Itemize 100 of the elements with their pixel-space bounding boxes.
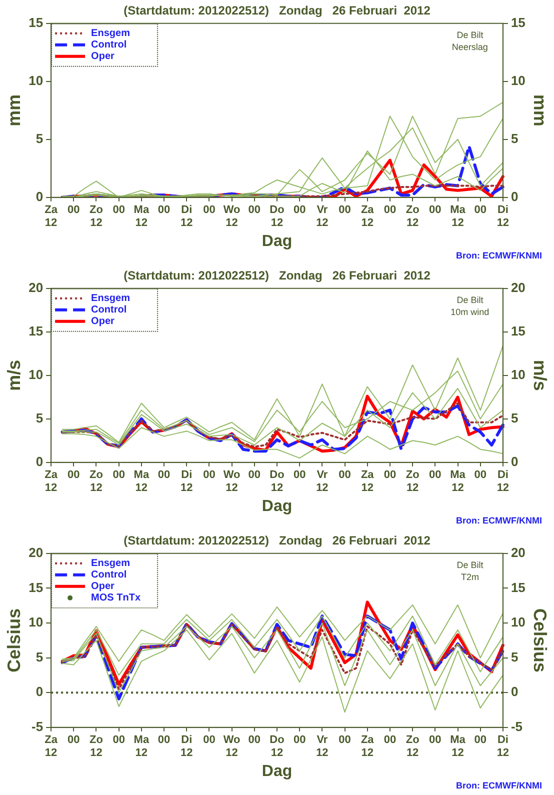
x-tick-label: Zo 12 <box>406 469 420 494</box>
y-tick-label: 0 <box>36 684 44 700</box>
x-tick-label: 00 <box>338 469 351 482</box>
x-tick-label: Za 12 <box>44 469 58 494</box>
x-axis-title: Dag <box>262 762 292 780</box>
y2-tick-label: 20 <box>510 544 526 560</box>
x-tick-label: Do 12 <box>270 734 285 760</box>
x-tick-label: 00 <box>158 734 170 746</box>
x-tick-label: 00 <box>203 204 216 216</box>
x-tick-label: Wo 12 <box>223 734 241 760</box>
x-tick-label: 00 <box>68 469 80 482</box>
legend-label: Control <box>91 304 127 316</box>
x-tick-label: Di 12 <box>496 469 510 494</box>
y2-tick-label: -5 <box>510 718 523 734</box>
annotation: De Bilt <box>456 294 484 305</box>
y2-tick-label: 5 <box>510 410 518 426</box>
y2-tick-label: 5 <box>510 649 518 664</box>
x-tick-label: Ma 12 <box>134 469 150 494</box>
y-tick-label: 10 <box>28 366 44 382</box>
x-tick-label: 00 <box>68 204 80 216</box>
x-tick-label: 00 <box>293 734 306 746</box>
x-tick-label: Za 12 <box>360 734 375 760</box>
x-tick-label: 00 <box>112 734 125 746</box>
x-tick-label: 00 <box>384 734 396 746</box>
x-tick-label: Za 12 <box>44 204 58 230</box>
text: Bron: ECMWF/KNMI <box>456 780 542 790</box>
y2-tick-label: 10 <box>510 366 526 382</box>
x-tick-label: 00 <box>158 469 170 482</box>
legend-label: Oper <box>91 581 115 592</box>
x-tick-label: Za 12 <box>360 469 375 494</box>
y2-tick-label: 15 <box>510 580 526 595</box>
x-tick-label: Vr 12 <box>316 734 328 760</box>
y-axis-title: mm <box>4 94 24 126</box>
x-tick-label: Wo 12 <box>223 469 241 494</box>
legend-label: Control <box>91 570 127 581</box>
x-tick-label: 00 <box>248 734 261 746</box>
x-tick-label: 00 <box>203 469 216 482</box>
x-tick-label: 00 <box>474 469 486 482</box>
x-tick-label: 00 <box>429 469 442 482</box>
y-tick-label: 5 <box>36 649 44 664</box>
y2-tick-label: 20 <box>510 280 526 295</box>
x-tick-label: Zo 12 <box>90 204 104 230</box>
x-tick-label: 00 <box>338 734 351 746</box>
y2-tick-label: 0 <box>510 684 518 700</box>
text: Bron: ECMWF/KNMI <box>456 250 542 260</box>
y-tick-label: 20 <box>28 280 44 295</box>
annotation: Neerslag <box>452 42 488 52</box>
x-tick-label: 00 <box>248 469 261 482</box>
annotation: T2m <box>460 572 479 582</box>
legend-label: MOS TnTx <box>91 592 141 604</box>
x-tick-label: Di 12 <box>496 734 510 760</box>
x-tick-label: Ma 12 <box>450 734 466 760</box>
y-tick-label: 5 <box>36 410 44 426</box>
chart-title: (Startdatum: 2012022512) Zondag 26 Februari 2012 <box>124 268 431 283</box>
legend-label: Ensgem <box>91 293 130 304</box>
x-tick-label: 00 <box>474 734 486 746</box>
y2-axis-title: m/s <box>530 360 550 391</box>
x-tick-label: Wo 12 <box>223 204 241 230</box>
x-tick-label: 00 <box>293 204 306 216</box>
annotation: De Bilt <box>456 30 484 40</box>
x-tick-label: Di 12 <box>180 469 193 494</box>
x-tick-label: Ma 12 <box>450 204 466 230</box>
y-axis-title: Celsius <box>4 608 24 672</box>
x-tick-label: Zo 12 <box>90 734 104 760</box>
text: Bron: ECMWF/KNMI <box>456 515 542 526</box>
x-tick-label: Di 12 <box>180 204 193 230</box>
x-tick-label: Do 12 <box>270 469 285 494</box>
x-tick-label: Zo 12 <box>406 734 420 760</box>
y-tick-label: 5 <box>36 130 44 146</box>
x-tick-label: 00 <box>429 204 442 216</box>
x-axis-title: Dag <box>262 498 292 515</box>
y2-tick-label: 0 <box>510 454 518 469</box>
y2-tick-label: 15 <box>510 14 526 30</box>
legend-label: Oper <box>91 51 115 62</box>
legend-label: Ensgem <box>91 28 130 40</box>
x-axis-title: Dag <box>262 232 292 250</box>
x-tick-label: Vr 12 <box>316 469 328 494</box>
x-tick-label: Ma 12 <box>134 734 150 760</box>
x-tick-label: Za 12 <box>360 204 375 230</box>
chart-title: (Startdatum: 2012022512) Zondag 26 Februari 2012 <box>124 534 431 548</box>
x-tick-label: 00 <box>112 469 125 482</box>
x-tick-label: 00 <box>248 204 261 216</box>
y2-tick-label: 0 <box>510 188 518 204</box>
x-tick-label: Zo 12 <box>406 204 420 230</box>
x-tick-label: 00 <box>338 204 351 216</box>
legend-label: Oper <box>91 316 115 328</box>
y-tick-label: 0 <box>36 188 44 204</box>
x-tick-label: Zo 12 <box>90 469 104 494</box>
y-tick-label: -5 <box>31 718 44 734</box>
x-tick-label: Do 12 <box>270 204 285 230</box>
y2-axis-title: Celsius <box>530 608 550 672</box>
x-tick-label: 00 <box>68 734 80 746</box>
x-tick-label: Ma 12 <box>134 204 150 230</box>
y-tick-label: 10 <box>28 72 44 88</box>
y2-tick-label: 10 <box>510 72 526 88</box>
y-tick-label: 0 <box>36 454 44 469</box>
legend-label: Control <box>91 40 127 51</box>
y2-axis-title: mm <box>530 94 550 126</box>
chart-title: (Startdatum: 2012022512) Zondag 26 Februari 2012 <box>124 4 431 18</box>
y2-tick-label: 5 <box>510 130 518 146</box>
